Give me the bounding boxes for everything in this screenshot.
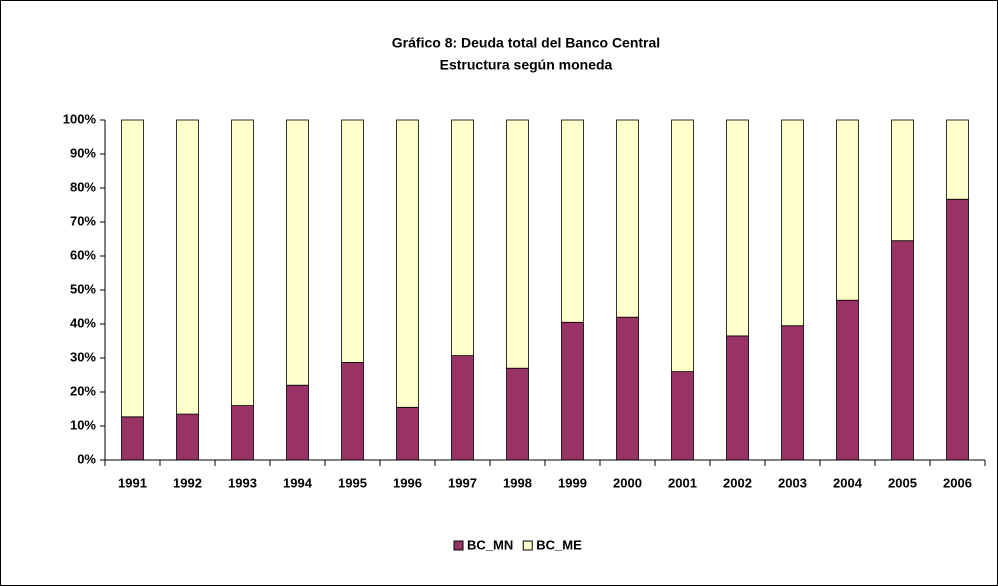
bar [671,371,694,461]
x-tick-label: 1998 [503,475,532,490]
bar [286,119,309,386]
bar [836,299,859,461]
legend-swatch [453,540,464,551]
bar [781,119,804,327]
y-tick-label: 60% [70,247,96,262]
bar [891,240,914,461]
bar [561,119,584,323]
bar [176,413,199,461]
x-tick-label: 2005 [888,475,917,490]
chart-title: Gráfico 8: Deuda total del Banco Central [392,35,660,51]
bar [121,416,144,461]
bar [286,384,309,461]
x-tick-label: 2004 [833,475,863,490]
bar [616,119,639,318]
bar [561,321,584,461]
bar [396,119,419,408]
x-tick-label: 2000 [613,475,642,490]
y-tick-label: 80% [70,179,96,194]
x-tick-label: 1993 [228,475,257,490]
bar [176,119,199,415]
x-tick-label: 1996 [393,475,422,490]
legend-swatch [522,540,533,551]
y-tick-label: 40% [70,315,96,330]
x-tick-label: 1991 [118,475,147,490]
legend-label: BC_ME [536,537,582,552]
bar [891,119,914,242]
bar [946,198,969,461]
bar [506,119,529,369]
bar [726,335,749,461]
bar [341,362,364,461]
bar [451,119,474,357]
x-tick-label: 2002 [723,475,752,490]
bar [836,119,859,301]
x-tick-label: 2006 [943,475,972,490]
x-tick-label: 1995 [338,475,367,490]
y-tick-label: 20% [70,383,96,398]
bar [506,367,529,461]
y-tick-label: 90% [70,145,96,160]
bar [341,119,364,363]
legend-label: BC_MN [467,537,513,552]
x-tick-label: 1992 [173,475,202,490]
y-tick-label: 50% [70,281,96,296]
chart-title: Estructura según moneda [440,57,613,73]
bar [231,119,254,407]
x-tick-label: 2003 [778,475,807,490]
bar [451,355,474,461]
x-tick-label: 1997 [448,475,477,490]
bar [726,119,749,337]
bar [946,119,969,200]
x-tick-label: 1999 [558,475,587,490]
x-tick-label: 1994 [283,475,313,490]
bar [781,325,804,461]
bar [671,119,694,373]
bar [231,405,254,461]
bar [121,119,144,418]
bar [396,406,419,461]
y-tick-label: 10% [70,417,96,432]
x-tick-label: 2001 [668,475,697,490]
bar [616,316,639,461]
y-tick-label: 70% [70,213,96,228]
y-tick-label: 100% [63,111,97,126]
y-tick-label: 30% [70,349,96,364]
y-tick-label: 0% [77,451,96,466]
